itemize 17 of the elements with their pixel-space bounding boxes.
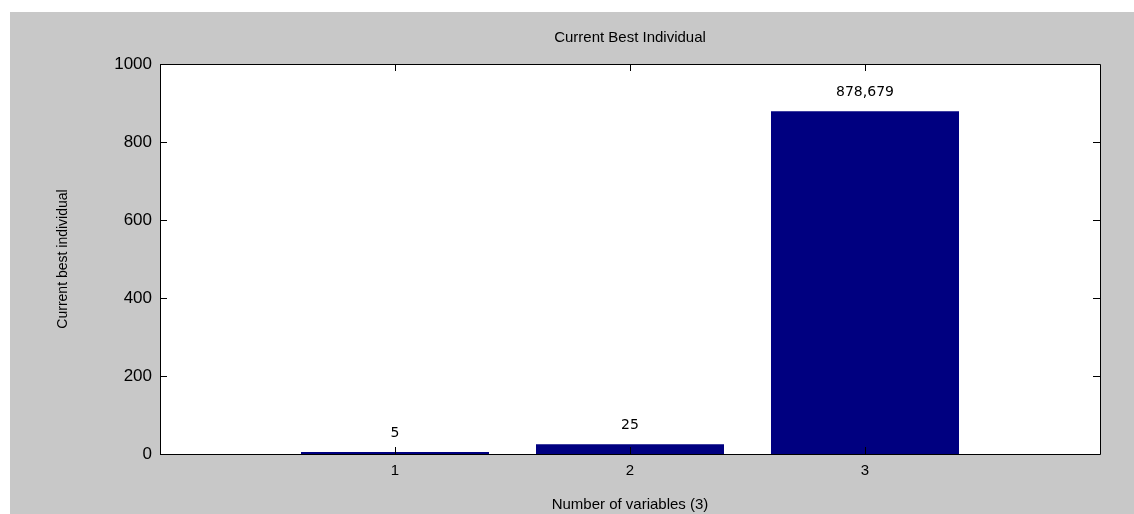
data-label: 5 (390, 423, 400, 440)
annotation: 878,679 (836, 82, 894, 99)
y-tick-label: 1000 (114, 53, 152, 73)
x-axis-title: Number of variables (3) (551, 495, 709, 513)
x-tick-label: 2 (625, 461, 635, 479)
data-label: 25 (621, 415, 639, 432)
y-axis-title: Current best individual (54, 189, 71, 329)
bar (771, 111, 959, 454)
chart-title: Current Best Individual (554, 28, 706, 46)
y-tick-label: 200 (123, 365, 152, 385)
x-tick-label: 1 (390, 461, 400, 479)
y-tick-label: 600 (123, 209, 152, 229)
x-tick-label: 3 (860, 461, 870, 479)
y-tick-label: 0 (142, 443, 152, 463)
y-tick-label: 800 (123, 131, 152, 151)
bar (536, 444, 724, 454)
y-tick-label: 400 (123, 287, 152, 307)
